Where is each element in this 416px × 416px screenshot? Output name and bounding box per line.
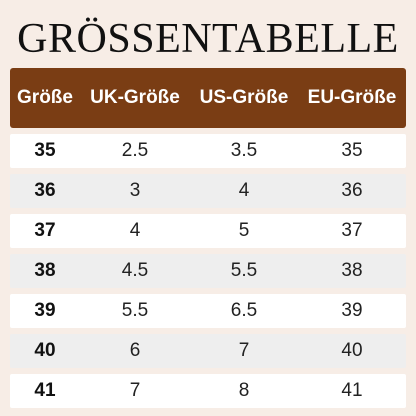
cell-us: 4 bbox=[238, 180, 250, 201]
table-row: 40 6 7 40 bbox=[10, 334, 406, 368]
header-size: Größe bbox=[17, 87, 73, 108]
cell-eu: 39 bbox=[341, 300, 363, 321]
cell-eu: 37 bbox=[341, 220, 363, 241]
cell-size: 38 bbox=[34, 260, 56, 281]
table-row: 41 7 8 41 bbox=[10, 374, 406, 408]
header-uk-size: UK-Größe bbox=[90, 87, 180, 108]
cell-size: 40 bbox=[34, 340, 56, 361]
cell-size: 39 bbox=[34, 300, 56, 321]
cell-uk: 7 bbox=[129, 380, 141, 401]
page-title: GRÖSSENTABELLE bbox=[17, 16, 399, 62]
cell-eu: 40 bbox=[341, 340, 363, 361]
cell-us: 8 bbox=[238, 380, 250, 401]
cell-uk: 2.5 bbox=[121, 140, 149, 161]
size-table: Größe UK-Größe US-Größe EU-Größe 35 2.5 … bbox=[10, 68, 406, 414]
table-row: 38 4.5 5.5 38 bbox=[10, 254, 406, 288]
cell-size: 37 bbox=[34, 220, 56, 241]
header-us-size: US-Größe bbox=[199, 87, 289, 108]
cell-us: 5 bbox=[238, 220, 250, 241]
cell-size: 35 bbox=[34, 140, 56, 161]
cell-uk: 6 bbox=[129, 340, 141, 361]
table-row: 35 2.5 3.5 35 bbox=[10, 134, 406, 168]
table-header: Größe UK-Größe US-Größe EU-Größe bbox=[10, 68, 406, 128]
cell-eu: 36 bbox=[341, 180, 363, 201]
cell-uk: 4.5 bbox=[121, 260, 149, 281]
cell-eu: 41 bbox=[341, 380, 363, 401]
cell-eu: 35 bbox=[341, 140, 363, 161]
cell-size: 36 bbox=[34, 180, 56, 201]
cell-eu: 38 bbox=[341, 260, 363, 281]
cell-uk: 3 bbox=[129, 180, 141, 201]
cell-us: 7 bbox=[238, 340, 250, 361]
cell-uk: 5.5 bbox=[121, 300, 149, 321]
cell-size: 41 bbox=[34, 380, 56, 401]
cell-us: 5.5 bbox=[230, 260, 258, 281]
table-row: 36 3 4 36 bbox=[10, 174, 406, 208]
table-row: 39 5.5 6.5 39 bbox=[10, 294, 406, 328]
cell-us: 3.5 bbox=[230, 140, 258, 161]
cell-us: 6.5 bbox=[230, 300, 258, 321]
cell-uk: 4 bbox=[129, 220, 141, 241]
header-eu-size: EU-Größe bbox=[307, 87, 397, 108]
table-row: 37 4 5 37 bbox=[10, 214, 406, 248]
